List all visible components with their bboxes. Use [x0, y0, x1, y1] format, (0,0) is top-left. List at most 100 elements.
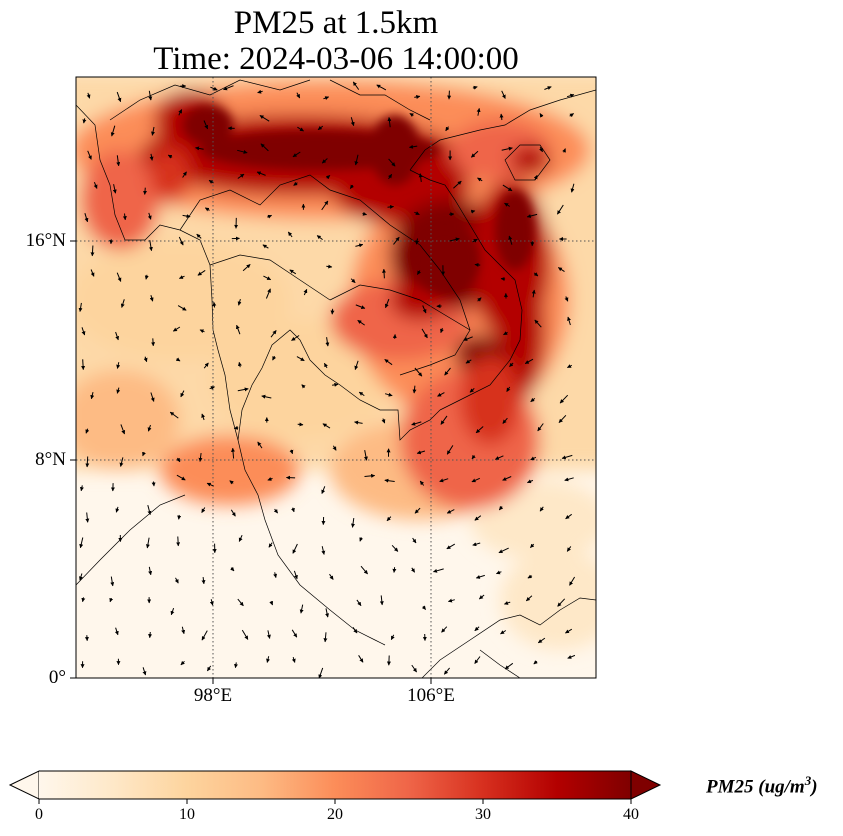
wind-arrow [381, 418, 386, 424]
colorbar [8, 770, 662, 804]
wind-arrow [390, 634, 395, 641]
wind-arrow [415, 238, 420, 245]
wind-arrow [147, 504, 152, 515]
wind-arrow [195, 146, 204, 151]
wind-arrow [388, 173, 393, 180]
wind-arrow [525, 595, 533, 602]
wind-arrow [409, 144, 418, 149]
lon-label-98e: 98°E [193, 685, 233, 706]
wind-arrow [356, 599, 362, 607]
wind-arrow [90, 245, 95, 257]
wind-arrow [352, 81, 360, 90]
wind-arrow [500, 630, 507, 635]
colorbar-ticks [38, 799, 632, 804]
wind-arrow [109, 597, 114, 603]
wind-arrow [449, 237, 460, 242]
wind-arrow [501, 146, 513, 151]
wind-arrow [175, 357, 181, 362]
wind-arrow [539, 506, 544, 512]
wind-arrow [412, 537, 417, 544]
wind-arrow [143, 356, 148, 363]
wind-arrow [357, 319, 365, 326]
wind-arrow [363, 450, 368, 461]
wind-arrow [364, 473, 376, 478]
wind-arrow [148, 240, 153, 252]
wind-arrow [84, 213, 89, 223]
wind-arrow [178, 109, 183, 116]
wind-arrow [355, 304, 366, 309]
wind-arrow [270, 330, 277, 338]
wind-arrow [177, 514, 182, 520]
colorbar-tick-40: 40 [623, 806, 639, 823]
wind-arrow [201, 630, 208, 641]
wind-arrow [85, 456, 90, 468]
wind-arrow [504, 662, 514, 670]
wind-arrow [273, 508, 279, 514]
wind-arrow [303, 288, 308, 296]
wind-arrow [237, 387, 249, 392]
wind-arrow [82, 118, 87, 124]
map-ticks [70, 240, 432, 684]
colorbar-label: PM25 (ug/m3) [706, 773, 818, 798]
wind-arrow [478, 594, 485, 600]
wind-arrow [411, 421, 422, 426]
wind-arrow [87, 150, 92, 160]
wind-arrow [151, 126, 155, 136]
wind-arrow [392, 567, 397, 573]
wind-arrow [498, 547, 509, 554]
wind-arrow [110, 576, 115, 587]
wind-arrow [414, 211, 420, 216]
wind-arrow [446, 509, 455, 514]
wind-arrow [196, 233, 202, 239]
wind-arrow [142, 451, 146, 457]
wind-arrow [316, 235, 323, 241]
wind-arrow [291, 629, 298, 638]
wind-arrow [241, 629, 249, 640]
wind-arrow [172, 326, 181, 332]
wind-arrow [446, 543, 456, 550]
wind-arrow [234, 662, 238, 669]
wind-arrow [474, 262, 481, 267]
wind-arrow [530, 397, 536, 403]
colorbar-extend-min [8, 770, 40, 800]
wind-arrow [524, 358, 534, 365]
wind-arrow [199, 329, 205, 334]
wind-arrow [204, 207, 210, 212]
wind-arrow [209, 599, 214, 606]
colorbar-tick-20: 20 [327, 806, 343, 823]
wind-arrow [352, 627, 358, 634]
wind-arrow [267, 214, 272, 219]
wind-arrow [167, 154, 173, 159]
wind-arrow [267, 477, 273, 481]
wind-arrow [444, 367, 451, 376]
wind-arrow [358, 655, 364, 663]
wind-arrow [474, 656, 481, 664]
wind-arrow [110, 125, 116, 137]
wind-arrow [151, 338, 156, 347]
wind-arrow [317, 125, 324, 131]
wind-arrow [354, 420, 363, 425]
wind-arrow [297, 422, 304, 427]
wind-arrow [386, 516, 392, 522]
wind-arrow [198, 453, 203, 462]
wind-arrow [85, 428, 90, 434]
wind-arrow [237, 598, 244, 607]
wind-vectors [78, 81, 576, 678]
wind-arrow [116, 272, 122, 282]
wind-arrow [182, 171, 187, 178]
wind-arrow [509, 362, 514, 367]
wind-arrow [566, 93, 575, 98]
wind-arrow [530, 456, 537, 461]
colorbar-tick-0: 0 [35, 806, 43, 823]
wind-arrow [416, 450, 426, 455]
wind-arrow [112, 184, 117, 194]
colorbar-tick-30: 30 [475, 806, 491, 823]
lat-label-8n: 8°N [35, 449, 66, 470]
wind-arrow [476, 108, 481, 116]
wind-arrow [496, 570, 502, 575]
map-plot-area [76, 77, 596, 678]
wind-arrow [475, 426, 484, 434]
wind-arrow [262, 244, 269, 249]
wind-arrow [566, 546, 572, 552]
wind-arrow [421, 328, 428, 339]
